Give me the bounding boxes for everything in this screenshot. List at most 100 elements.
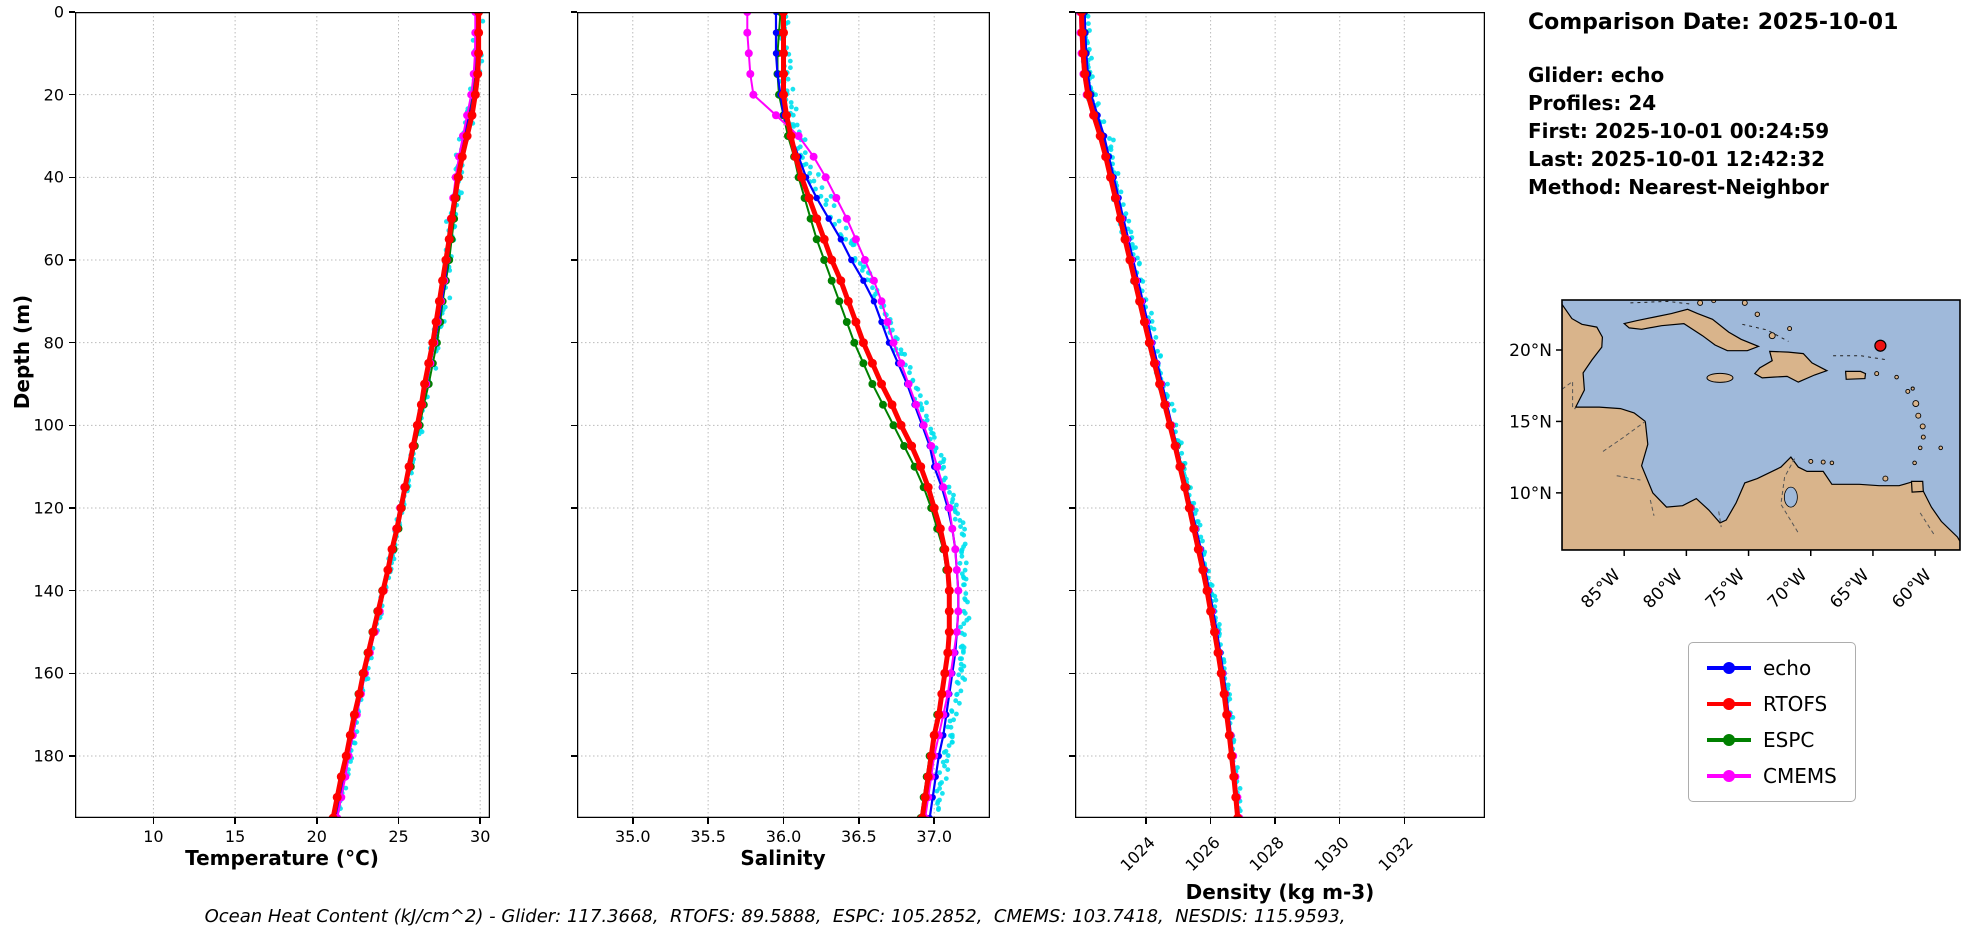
- gridlines: [75, 12, 490, 818]
- ocean-heat-content-caption: Ocean Heat Content (kJ/cm^2) - Glider: 1…: [204, 906, 1346, 927]
- axis-tick: [571, 672, 577, 675]
- x-tick-label: 25: [388, 827, 409, 846]
- legend-entry-espc: ESPC: [1707, 728, 1837, 752]
- axis-tick: [782, 818, 785, 824]
- axis-tick: [69, 341, 75, 344]
- axis-tick: [1069, 341, 1075, 344]
- x-tick-label: 36.0: [765, 827, 802, 846]
- legend-line-espc: [1707, 734, 1751, 746]
- series-ESPC: [330, 12, 481, 818]
- axis-tick: [1069, 424, 1075, 427]
- legend-entry-cmems: CMEMS: [1707, 764, 1837, 788]
- last-profile-time: Last: 2025-10-01 12:42:32: [1528, 147, 1826, 171]
- y-tick-label: 20: [43, 85, 64, 105]
- axis-tick: [479, 818, 481, 824]
- legend-marker-espc: [1723, 734, 1735, 746]
- axis-tick: [571, 341, 577, 344]
- axis-tick: [1069, 755, 1075, 757]
- map-lat-tick-label: 20°N: [1509, 341, 1552, 361]
- legend-line-echo: [1707, 662, 1751, 674]
- x-tick-label: 1030: [1310, 832, 1353, 876]
- series-echo: [333, 12, 481, 818]
- map-frame: [1561, 299, 1961, 551]
- x-tick-label: 1032: [1374, 832, 1417, 876]
- glider-position-marker: [1874, 339, 1887, 352]
- axis-tick: [316, 818, 318, 824]
- axis-tick: [1069, 589, 1075, 592]
- gridlines: [1075, 12, 1485, 818]
- depth-axis-label: Depth (m): [10, 294, 34, 410]
- legend-marker-cmems: [1723, 770, 1735, 782]
- axis-tick: [571, 93, 577, 96]
- plot-frame: [577, 12, 990, 818]
- legend-marker-rtofs: [1723, 698, 1735, 710]
- map-lat-tick-label: 15°N: [1509, 412, 1552, 432]
- y-tick-label: 100: [33, 415, 64, 435]
- legend-label-echo: echo: [1763, 656, 1812, 680]
- map-lon-tick-label: 60°W: [1888, 565, 1935, 612]
- map-lon-tick-label: 75°W: [1702, 565, 1749, 612]
- axis-tick: [69, 672, 75, 675]
- map-lon-tick-label: 80°W: [1640, 565, 1687, 612]
- lake-maracaibo: [1783, 486, 1798, 508]
- y-tick-label: 40: [43, 167, 64, 187]
- axis-tick: [1274, 818, 1276, 824]
- axis-tick: [571, 755, 577, 757]
- map-lon-tick-label: 85°W: [1577, 565, 1624, 612]
- plot-frame: [1075, 12, 1485, 818]
- caribbean-map: 20°N 15°N 10°N 85°W 80°W 75°W 70°W 65°W 60°W: [1500, 292, 1978, 612]
- axis-tick: [69, 259, 75, 261]
- axis-tick: [152, 818, 155, 824]
- x-tick-label: 37.0: [916, 827, 953, 846]
- axis-tick: [234, 818, 236, 824]
- legend-label-espc: ESPC: [1763, 728, 1815, 752]
- axis-tick: [69, 11, 75, 13]
- x-tick-label: 36.5: [841, 827, 877, 846]
- legend-entry-echo: echo: [1707, 656, 1837, 680]
- temperature-axis-label: Temperature (°C): [185, 846, 379, 870]
- x-tick-label: 1028: [1245, 832, 1288, 876]
- salinity-plot: [577, 12, 990, 818]
- axis-tick: [69, 589, 75, 592]
- axis-tick: [69, 424, 75, 427]
- x-tick-label: 1024: [1116, 832, 1159, 876]
- axis-tick: [1069, 507, 1075, 509]
- jamaica: [1706, 372, 1734, 383]
- axis-tick: [69, 507, 75, 509]
- salinity-panel: [577, 12, 990, 818]
- y-tick-label: 60: [43, 250, 64, 270]
- legend-line-rtofs: [1707, 698, 1751, 710]
- y-tick-label: 80: [43, 333, 64, 353]
- axis-tick: [858, 818, 860, 824]
- axis-tick: [571, 11, 577, 13]
- density-panel: [1075, 12, 1485, 818]
- axis-tick: [571, 507, 577, 509]
- axis-tick: [69, 176, 75, 179]
- series-CMEMS: [333, 12, 480, 818]
- legend-label-rtofs: RTOFS: [1763, 692, 1828, 716]
- density-plot: [1075, 12, 1485, 818]
- axis-tick: [397, 818, 400, 824]
- series-CMEMS: [743, 12, 963, 818]
- x-tick-label: 15: [224, 827, 246, 846]
- glider-name: Glider: echo: [1528, 63, 1665, 87]
- legend-entry-rtofs: RTOFS: [1707, 692, 1837, 716]
- map-land-group: [1562, 300, 1960, 550]
- axis-tick: [1069, 672, 1075, 675]
- map-lat-tick-label: 10°N: [1509, 484, 1552, 504]
- axis-tick: [632, 818, 634, 824]
- x-tick-label: 10: [143, 827, 164, 846]
- axis-tick: [571, 259, 577, 261]
- x-tick-label: 35.0: [614, 827, 651, 846]
- x-tick-label: 1026: [1181, 832, 1224, 876]
- map-canvas: 20°N 15°N 10°N 85°W 80°W 75°W 70°W 65°W 60°W: [1509, 299, 1961, 612]
- y-tick-label: 160: [33, 663, 64, 683]
- axis-tick: [1403, 818, 1406, 824]
- legend-label-cmems: CMEMS: [1763, 764, 1837, 788]
- comparison-date: Comparison Date: 2025-10-01: [1528, 10, 1899, 35]
- series-RTOFS: [328, 12, 484, 818]
- density-axis-label: Density (kg m-3): [1185, 880, 1375, 904]
- y-tick-label: 120: [33, 498, 64, 518]
- comparison-info: Comparison Date: 2025-10-01 Glider: echo…: [1528, 10, 1898, 201]
